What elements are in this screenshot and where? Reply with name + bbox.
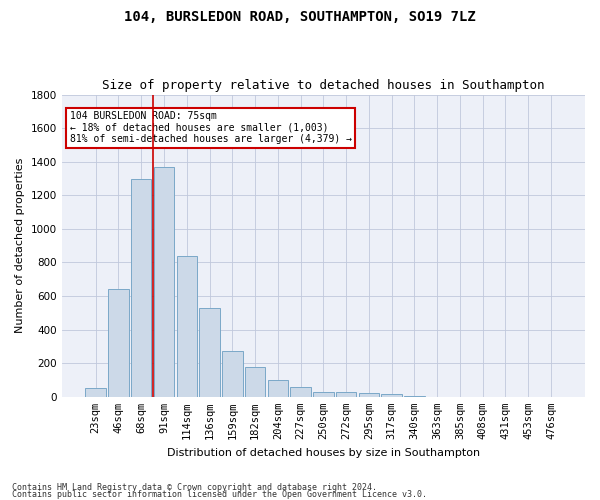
Bar (313, 392, 334, 397)
Bar (154, 167, 174, 397)
Bar (268, 380, 288, 397)
Bar (404, 396, 425, 397)
Bar (199, 308, 220, 397)
Bar (245, 368, 265, 397)
Y-axis label: Number of detached properties: Number of detached properties (15, 158, 25, 334)
X-axis label: Distribution of detached houses by size in Southampton: Distribution of detached houses by size … (167, 448, 480, 458)
Bar (382, 394, 402, 397)
Bar (131, 178, 151, 397)
Bar (359, 394, 379, 397)
Text: 104 BURSLEDON ROAD: 75sqm
← 18% of detached houses are smaller (1,003)
81% of se: 104 BURSLEDON ROAD: 75sqm ← 18% of detac… (70, 111, 352, 144)
Bar (108, 290, 129, 397)
Text: Contains public sector information licensed under the Open Government Licence v3: Contains public sector information licen… (12, 490, 427, 499)
Text: 104, BURSLEDON ROAD, SOUTHAMPTON, SO19 7LZ: 104, BURSLEDON ROAD, SOUTHAMPTON, SO19 7… (124, 10, 476, 24)
Bar (336, 392, 356, 397)
Title: Size of property relative to detached houses in Southampton: Size of property relative to detached ho… (102, 79, 545, 92)
Bar (176, 256, 197, 397)
Text: Contains HM Land Registry data © Crown copyright and database right 2024.: Contains HM Land Registry data © Crown c… (12, 484, 377, 492)
Bar (290, 386, 311, 397)
Bar (222, 352, 242, 397)
Bar (85, 388, 106, 397)
